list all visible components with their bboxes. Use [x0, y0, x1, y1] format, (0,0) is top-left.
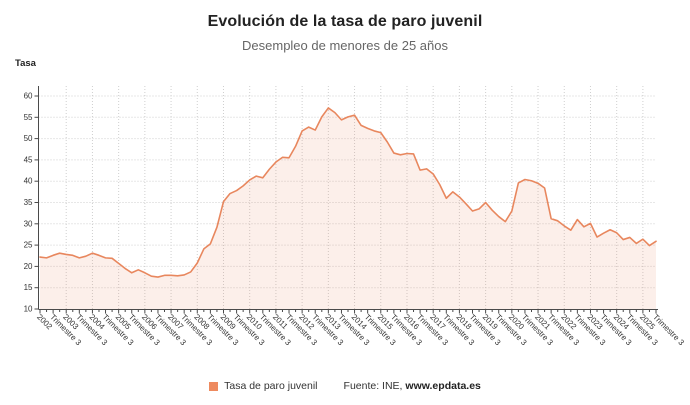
- legend-swatch-icon: [209, 381, 219, 391]
- svg-text:40: 40: [24, 177, 33, 186]
- svg-text:45: 45: [24, 155, 33, 164]
- source-prefix: Fuente: INE,: [343, 380, 403, 392]
- source-note: Fuente: INE, www.epdata.es: [344, 380, 481, 392]
- svg-text:30: 30: [24, 219, 33, 228]
- svg-text:35: 35: [24, 198, 33, 207]
- svg-text:50: 50: [24, 134, 33, 143]
- axes: [38, 86, 658, 310]
- y-axis-labels: 10 15 20 25 30 35 40 45 50 55 60: [24, 92, 39, 314]
- legend-label: Tasa de paro juvenil: [224, 380, 318, 392]
- svg-text:20: 20: [24, 262, 33, 271]
- chart-footer: Tasa de paro juvenil Fuente: INE, www.ep…: [0, 380, 690, 392]
- svg-text:10: 10: [24, 305, 33, 314]
- chart-subtitle: Desempleo de menores de 25 años: [242, 38, 448, 53]
- series-line: [39, 107, 657, 278]
- y-axis-title: Tasa: [15, 58, 36, 69]
- chart-title: Evolución de la tasa de paro juvenil: [207, 13, 483, 30]
- svg-text:55: 55: [24, 113, 33, 122]
- x-axis-ticks: [39, 310, 657, 314]
- source-site-link[interactable]: www.epdata.es: [405, 380, 481, 392]
- svg-text:25: 25: [24, 241, 33, 250]
- svg-text:60: 60: [24, 92, 33, 101]
- series-area: [40, 107, 656, 310]
- x-gridlines: [65, 86, 644, 309]
- legend-item-tasa-de-paro-juvenil[interactable]: Tasa de paro juvenil: [209, 380, 318, 392]
- svg-text:15: 15: [24, 283, 33, 292]
- y-gridlines: [38, 95, 656, 289]
